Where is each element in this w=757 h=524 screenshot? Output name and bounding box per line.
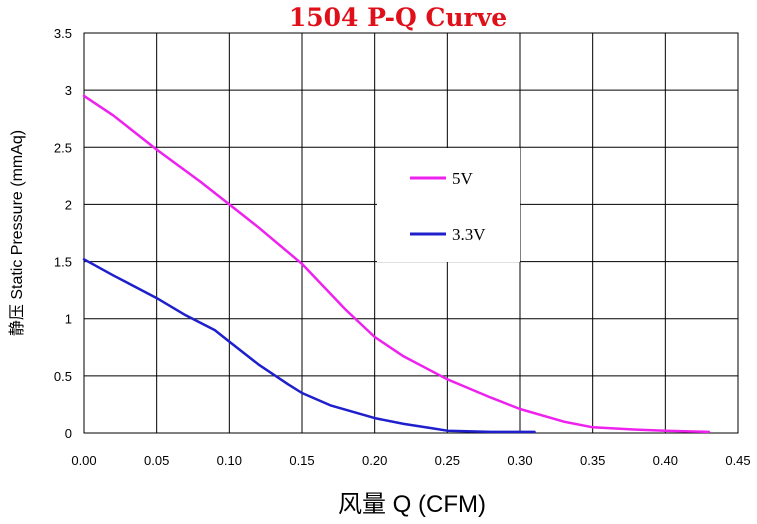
- legend-label-5v: 5V: [452, 169, 474, 188]
- chart-title: 1504 P-Q Curve: [289, 3, 507, 32]
- x-axis-ticks: 0.00 0.05 0.10 0.15 0.20 0.25 0.30 0.35 0.40 0.45: [71, 453, 750, 468]
- y-tick-label: 1.5: [54, 255, 72, 270]
- y-tick-label: 0.5: [54, 369, 72, 384]
- y-tick-label: 3.5: [54, 26, 72, 41]
- series-line-3v3: [82, 258, 536, 434]
- x-tick-label: 0.15: [289, 453, 314, 468]
- y-tick-label: 1: [65, 312, 72, 327]
- x-tick-label: 0.45: [725, 453, 750, 468]
- series-lines: [82, 94, 711, 434]
- x-tick-label: 0.20: [362, 453, 387, 468]
- y-axis-ticks: 0 0.5 1 1.5 2 2.5 3 3.5: [54, 26, 72, 441]
- x-tick-label: 0.30: [507, 453, 532, 468]
- plot-frame: [83, 32, 739, 434]
- y-axis-label: 静压 Static Pressure (mmAq): [8, 130, 26, 336]
- y-tick-label: 3: [65, 83, 72, 98]
- x-tick-label: 0.05: [144, 453, 169, 468]
- series-line-5v: [82, 94, 711, 434]
- y-tick-label: 2.5: [54, 140, 72, 155]
- x-tick-label: 0.00: [71, 453, 96, 468]
- x-tick-label: 0.25: [435, 453, 460, 468]
- legend-box: [377, 148, 520, 262]
- x-axis-label: 风量 Q (CFM): [338, 491, 486, 518]
- legend: 5V 3.3V: [377, 148, 520, 262]
- x-tick-label: 0.10: [217, 453, 242, 468]
- legend-label-3v3: 3.3V: [452, 225, 486, 244]
- y-tick-label: 0: [65, 426, 72, 441]
- y-tick-label: 2: [65, 197, 72, 212]
- x-tick-label: 0.40: [653, 453, 678, 468]
- x-tick-label: 0.35: [580, 453, 605, 468]
